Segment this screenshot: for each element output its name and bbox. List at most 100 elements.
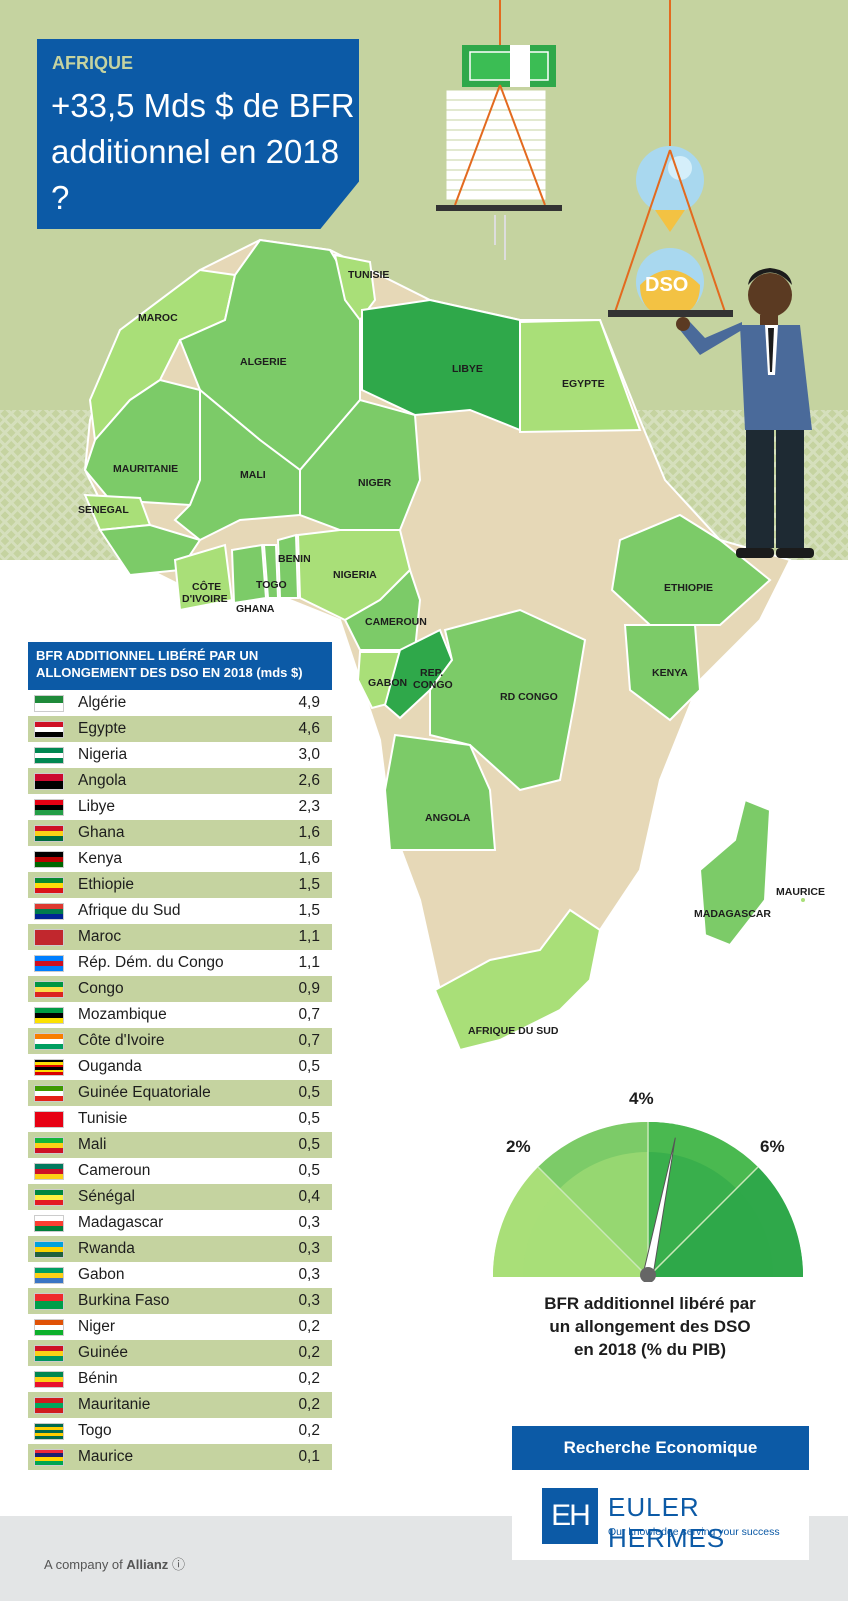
country-name: Sénégal	[78, 1188, 135, 1205]
country-value: 0,3	[298, 1292, 320, 1309]
dso-gauge: 2% 4% 6%	[492, 1089, 804, 1282]
table-row: Guinée Equatoriale 0,5	[28, 1080, 332, 1106]
country-flag-icon	[34, 1422, 64, 1440]
country-flag-icon	[34, 746, 64, 764]
country-name: Côte d'Ivoire	[78, 1032, 165, 1049]
country-flag-icon	[34, 1084, 64, 1102]
map-madagascar	[698, 798, 772, 947]
country-flag-icon	[34, 928, 64, 946]
label-togo: TOGO	[256, 579, 287, 591]
country-value: 1,6	[298, 824, 320, 841]
country-flag-icon	[34, 1448, 64, 1466]
label-gabon: GABON	[368, 677, 407, 689]
country-flag-icon	[34, 1344, 64, 1362]
country-flag-icon	[34, 1162, 64, 1180]
map-cameroun	[343, 568, 422, 651]
country-name: Guinée Equatoriale	[78, 1084, 211, 1101]
label-libye: LIBYE	[452, 363, 483, 375]
table-row: Cameroun 0,5	[28, 1158, 332, 1184]
table-body: Algérie 4,9 Egypte 4,6 Nigeria 3,0 Angola 2,6 Li…	[28, 690, 332, 1470]
table-row: Ethiopie 1,5	[28, 872, 332, 898]
country-flag-icon	[34, 980, 64, 998]
country-value: 4,6	[298, 720, 320, 737]
hourglass-label: DSO	[645, 274, 688, 296]
table-row: Afrique du Sud 1,5	[28, 898, 332, 924]
country-value: 0,5	[298, 1162, 320, 1179]
label-ghana: GHANA	[236, 603, 275, 615]
table-row: Bénin 0,2	[28, 1366, 332, 1392]
country-name: Algérie	[78, 694, 127, 711]
country-name: Congo	[78, 980, 124, 997]
country-name: Ethiopie	[78, 876, 135, 893]
map-rd-congo	[429, 608, 587, 792]
allianz-logo-icon: ⓘ	[171, 1557, 185, 1572]
label-afrique-du-sud: AFRIQUE DU SUD	[468, 1025, 559, 1037]
table-row: Rwanda 0,3	[28, 1236, 332, 1262]
map-cote-divoire	[173, 543, 234, 612]
country-flag-icon	[34, 1006, 64, 1024]
map-maroc	[88, 268, 237, 443]
table-row: Tunisie 0,5	[28, 1106, 332, 1132]
country-flag-icon	[34, 1370, 64, 1388]
label-cote-2: D'IVOIRE	[182, 593, 228, 605]
table-row: Angola 2,6	[28, 768, 332, 794]
country-flag-icon	[34, 1032, 64, 1050]
map-angola	[383, 733, 497, 851]
gauge-tick-4: 4%	[629, 1089, 654, 1108]
table-row: Algérie 4,9	[28, 690, 332, 716]
euler-hermes-logo: EH EULER HERMES Our knowledge serving yo…	[512, 1470, 809, 1560]
map-maurice	[801, 898, 805, 902]
table-row: Maroc 1,1	[28, 924, 332, 950]
country-name: Maurice	[78, 1448, 134, 1465]
country-name: Kenya	[78, 850, 122, 867]
label-angola: ANGOLA	[425, 812, 471, 824]
label-maurice: MAURICE	[776, 886, 825, 898]
map-mali	[173, 387, 301, 542]
country-flag-icon	[34, 876, 64, 894]
label-mauritanie: MAURITANIE	[113, 463, 178, 475]
gauge-caption-line-3: en 2018 (% du PIB)	[573, 1340, 727, 1359]
table-row: Congo 0,9	[28, 976, 332, 1002]
label-cote-1: CÔTE	[192, 580, 221, 593]
country-value: 0,2	[298, 1344, 320, 1361]
country-flag-icon	[34, 902, 64, 920]
page-title: +33,5 Mds $ de BFR additionnel en 2018 ?	[51, 87, 355, 216]
label-maroc: MAROC	[138, 312, 178, 324]
country-value: 0,2	[298, 1396, 320, 1413]
country-value: 1,1	[298, 928, 320, 945]
gauge-tick-6: 6%	[760, 1137, 785, 1156]
table-row: Mali 0,5	[28, 1132, 332, 1158]
country-value: 0,9	[298, 980, 320, 997]
label-benin: BENIN	[278, 553, 311, 565]
country-value: 0,5	[298, 1084, 320, 1101]
country-value: 0,1	[298, 1448, 320, 1465]
table-row: Mozambique 0,7	[28, 1002, 332, 1028]
label-niger: NIGER	[358, 477, 392, 489]
country-value: 0,3	[298, 1214, 320, 1231]
map-ghana	[230, 543, 268, 605]
table-header: BFR ADDITIONNEL LIBÉRÉ PAR UN ALLONGEMEN…	[28, 642, 332, 690]
label-rep-1: REP.	[420, 667, 443, 679]
label-egypte: EGYPTE	[562, 378, 605, 390]
country-value: 3,0	[298, 746, 320, 763]
map-benin	[276, 533, 300, 599]
country-flag-icon	[34, 798, 64, 816]
country-value: 4,9	[298, 694, 320, 711]
country-flag-icon	[34, 954, 64, 972]
country-flag-icon	[34, 1396, 64, 1414]
title-box: AFRIQUE +33,5 Mds $ de BFR additionnel e…	[37, 39, 359, 229]
country-name: Mozambique	[78, 1006, 167, 1023]
country-flag-icon	[34, 772, 64, 790]
hourglass-scale-icon: DSO	[608, 0, 733, 317]
country-name: Egypte	[78, 720, 127, 737]
africa-map: MAROC TUNISIE ALGERIE LIBYE EGYPTE MAURI…	[78, 0, 825, 1052]
dso-table: BFR ADDITIONNEL LIBÉRÉ PAR UN ALLONGEMEN…	[28, 642, 332, 1470]
country-name: Ghana	[78, 824, 125, 841]
map-afrique-du-sud	[433, 908, 602, 1052]
table-row: Mauritanie 0,2	[28, 1392, 332, 1418]
label-algerie: ALGERIE	[240, 356, 287, 368]
gauge-tick-2: 2%	[506, 1137, 531, 1156]
country-name: Madagascar	[78, 1214, 164, 1231]
country-value: 0,3	[298, 1266, 320, 1283]
country-name: Gabon	[78, 1266, 125, 1283]
